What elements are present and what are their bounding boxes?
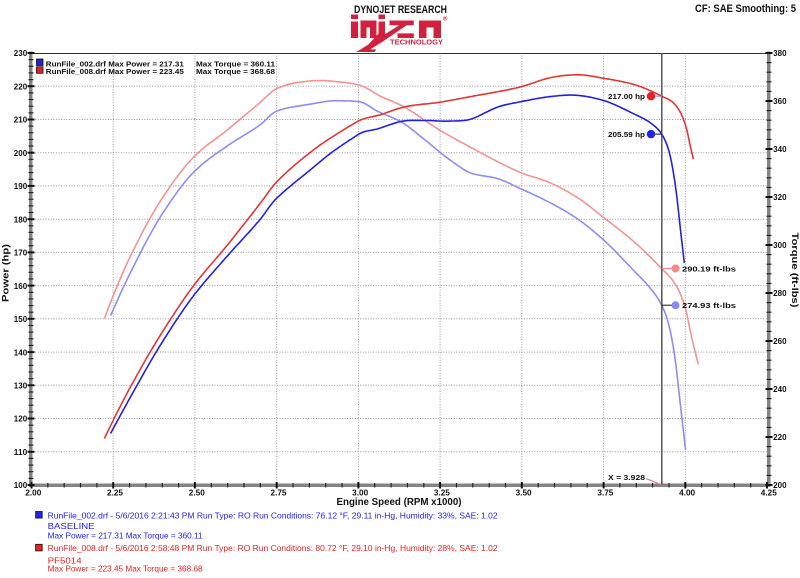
svg-text:DYNOJET RESEARCH: DYNOJET RESEARCH [354, 4, 447, 16]
svg-text:Max Torque = 368.68: Max Torque = 368.68 [196, 67, 275, 76]
svg-text:BASELINE: BASELINE [48, 521, 96, 531]
svg-text:4.00: 4.00 [679, 489, 696, 498]
svg-text:2.75: 2.75 [271, 489, 288, 498]
svg-text:2.00: 2.00 [25, 489, 42, 498]
svg-text:X = 3.928: X = 3.928 [608, 473, 645, 482]
svg-text:3.50: 3.50 [516, 489, 533, 498]
svg-text:220: 220 [14, 82, 28, 91]
svg-text:210: 210 [14, 116, 28, 125]
svg-text:Engine Speed (RPM x1000): Engine Speed (RPM x1000) [337, 497, 462, 508]
svg-text:110: 110 [14, 448, 28, 457]
svg-text:260: 260 [773, 337, 787, 346]
svg-text:200: 200 [773, 481, 787, 490]
svg-text:205.59 hp: 205.59 hp [608, 130, 645, 139]
svg-text:RunFile_002.drf - 5/6/2016 2:2: RunFile_002.drf - 5/6/2016 2:21:43 PM Ru… [48, 510, 498, 520]
svg-text:320: 320 [773, 193, 787, 202]
svg-text:217.00 hp: 217.00 hp [608, 92, 645, 101]
svg-text:120: 120 [14, 415, 28, 424]
svg-text:280: 280 [773, 289, 787, 298]
svg-text:RunFile_002.drf Max Power = 21: RunFile_002.drf Max Power = 217.31 [46, 59, 184, 68]
svg-text:220: 220 [773, 433, 787, 442]
svg-text:Max Torque = 360.11: Max Torque = 360.11 [196, 59, 275, 68]
svg-text:230: 230 [14, 49, 28, 58]
svg-text:3.00: 3.00 [352, 489, 369, 498]
svg-text:TECHNOLOGY: TECHNOLOGY [390, 39, 443, 46]
svg-text:Power (hp): Power (hp) [1, 244, 12, 302]
svg-text:2.50: 2.50 [189, 489, 206, 498]
svg-text:RunFile_008.drf - 5/6/2016 2:5: RunFile_008.drf - 5/6/2016 2:58:48 PM Ru… [48, 543, 498, 553]
svg-text:CF: SAE Smoothing: 5: CF: SAE Smoothing: 5 [695, 3, 796, 15]
svg-text:4.25: 4.25 [761, 489, 778, 498]
svg-text:Max Power = 217.31 Max Torque: Max Power = 217.31 Max Torque = 360.11 [48, 530, 203, 540]
svg-text:274.93 ft-lbs: 274.93 ft-lbs [682, 301, 736, 310]
svg-text:2.25: 2.25 [107, 489, 124, 498]
svg-text:3.25: 3.25 [434, 489, 451, 498]
svg-text:180: 180 [14, 215, 28, 224]
svg-text:200: 200 [14, 149, 28, 158]
svg-text:Torque (ft-lbs): Torque (ft-lbs) [789, 233, 800, 308]
svg-text:RunFile_008.drf Max Power = 22: RunFile_008.drf Max Power = 223.45 [46, 67, 184, 76]
svg-text:160: 160 [14, 282, 28, 291]
svg-text:100: 100 [14, 481, 28, 490]
svg-text:140: 140 [14, 348, 28, 357]
svg-text:360: 360 [773, 97, 787, 106]
svg-text:290.19 ft-lbs: 290.19 ft-lbs [682, 264, 736, 273]
svg-text:240: 240 [773, 385, 787, 394]
svg-text:170: 170 [14, 249, 28, 258]
svg-text:300: 300 [773, 241, 787, 250]
svg-text:380: 380 [773, 49, 787, 58]
svg-text:PF5014: PF5014 [48, 555, 82, 565]
svg-text:190: 190 [14, 182, 28, 191]
svg-text:3.75: 3.75 [597, 489, 614, 498]
svg-text:130: 130 [14, 382, 28, 391]
svg-text:®: ® [443, 15, 448, 22]
svg-text:150: 150 [14, 315, 28, 324]
svg-text:Max Power = 223.45 Max Torque: Max Power = 223.45 Max Torque = 368.68 [48, 563, 203, 573]
svg-text:340: 340 [773, 145, 787, 154]
